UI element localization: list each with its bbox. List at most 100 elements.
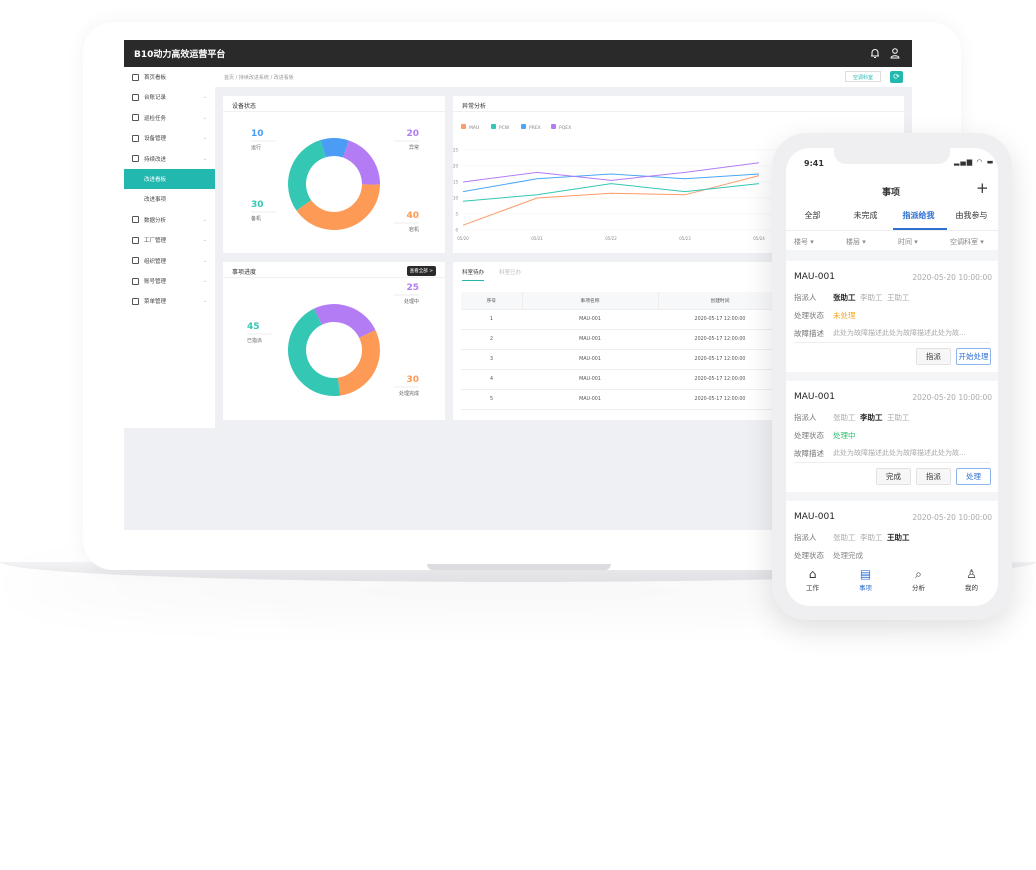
sidebar-item-label: 工厂管理 bbox=[144, 238, 167, 245]
assignee-name: 王助工 bbox=[887, 293, 910, 302]
progress-donut: 25 处理中 30 处理完成 45 已指派 bbox=[247, 283, 419, 397]
donut-slice bbox=[296, 184, 380, 230]
task-action-button[interactable]: 开始处理 bbox=[956, 348, 991, 365]
device-icon bbox=[132, 134, 139, 142]
tab-dept-todo[interactable]: 科室待办 bbox=[462, 268, 485, 281]
slice-label: 宕机 bbox=[409, 226, 419, 233]
assignee-name: 李助工 bbox=[860, 533, 883, 542]
tabbar-item[interactable]: ⌂ 工作 bbox=[786, 561, 839, 592]
device-status-donut: 10 运行 20 异常 40 宕机 30 备机 bbox=[251, 129, 419, 233]
phone-tab[interactable]: 全部 bbox=[804, 211, 821, 220]
dept-button[interactable]: 空调科室 bbox=[845, 71, 882, 82]
x-tick-label: 05/24 bbox=[753, 236, 765, 241]
desc-value: 此处为故障描述此处为故障描述此处为故... bbox=[833, 449, 966, 457]
column-header: 序号 bbox=[461, 292, 523, 310]
sidebar-item[interactable]: 持续改进 ⌄ bbox=[124, 149, 215, 169]
task-time: 2020-05-20 10:00:00 bbox=[912, 513, 992, 522]
y-tick-label: 5 bbox=[455, 212, 458, 217]
tabbar-label: 我的 bbox=[965, 584, 978, 592]
task-action-button[interactable]: 完成 bbox=[876, 468, 911, 485]
sidebar-item-label: 台账记录 bbox=[144, 95, 167, 102]
table-cell: 3 bbox=[461, 349, 522, 370]
laptop-notch bbox=[427, 564, 611, 570]
sidebar-item[interactable]: 首页看板 bbox=[124, 67, 215, 87]
sidebar-item[interactable]: 组织管理 ⌄ bbox=[124, 251, 215, 271]
donut-slice bbox=[343, 140, 380, 185]
task-action-button[interactable]: 指派 bbox=[916, 468, 951, 485]
card-title: 设备状态 bbox=[223, 96, 445, 112]
ledger-icon bbox=[132, 93, 139, 101]
y-tick-label: 0 bbox=[455, 228, 458, 233]
filter-dropdown[interactable]: 时间 ▾ bbox=[898, 238, 918, 246]
sidebar-item[interactable]: 工厂管理 ⌄ bbox=[124, 230, 215, 250]
table-cell: MAU-001 bbox=[522, 389, 658, 410]
status-value: 处理中 bbox=[833, 431, 856, 440]
sidebar-item-label: 巡检任务 bbox=[144, 115, 167, 122]
task-action-button[interactable]: 处理 bbox=[956, 468, 991, 485]
table-cell: MAU-001 bbox=[522, 369, 658, 390]
donut-slice bbox=[337, 329, 380, 396]
donut-slice bbox=[313, 304, 376, 338]
sidebar-item-label: 改进事项 bbox=[144, 197, 167, 204]
slice-value: 45 bbox=[247, 322, 260, 332]
phone-tab[interactable]: 未完成 bbox=[853, 211, 878, 220]
table-cell: 5 bbox=[461, 389, 522, 410]
sidebar-item[interactable]: 数据分析 ⌄ bbox=[124, 210, 215, 230]
assignee-name: 李助工 bbox=[860, 413, 883, 422]
sidebar-item[interactable]: 台账记录 ⌄ bbox=[124, 87, 215, 107]
phone-tab[interactable]: 由我参与 bbox=[955, 211, 988, 220]
assignee-name: 王助工 bbox=[887, 533, 910, 542]
slice-value: 20 bbox=[406, 129, 419, 139]
table-cell: 2020-05-17 12:00:00 bbox=[658, 309, 782, 330]
chevron-down-icon: ⌄ bbox=[202, 114, 207, 121]
chevron-down-icon: ⌄ bbox=[202, 237, 207, 244]
desc-label: 故障描述 bbox=[794, 449, 824, 458]
account-icon bbox=[132, 277, 139, 285]
sidebar: 首页看板 台账记录 ⌄ 巡检任务 ⌄ 设备管理 ⌄ 持续改进 ⌄ 改进看板 改进事项 数据分析 ⌄ 工厂管… bbox=[124, 67, 215, 428]
sidebar-item-label: 设备管理 bbox=[144, 136, 167, 143]
legend-swatch bbox=[461, 124, 466, 129]
filter-dropdown[interactable]: 楼层 ▾ bbox=[846, 238, 866, 246]
bell-icon[interactable] bbox=[869, 47, 881, 59]
slice-value: 30 bbox=[406, 375, 419, 385]
tabbar-item[interactable]: ⌕ 分析 bbox=[892, 561, 945, 592]
view-all-button[interactable]: 查看全部 > bbox=[406, 266, 436, 276]
sidebar-item-label: 改进看板 bbox=[144, 177, 167, 183]
phone-tab[interactable]: 指派给我 bbox=[902, 211, 935, 220]
sidebar-item[interactable]: 账号管理 ⌄ bbox=[124, 271, 215, 291]
sidebar-item[interactable]: 改进看板 bbox=[124, 169, 215, 189]
status-value: 处理完成 bbox=[833, 551, 863, 560]
card-title: 异常分析 bbox=[453, 96, 904, 112]
sidebar-item[interactable]: 巡检任务 ⌄ bbox=[124, 108, 215, 128]
task-action-button[interactable]: 指派 bbox=[916, 348, 951, 365]
status-label: 处理状态 bbox=[794, 551, 824, 560]
y-tick-label: 25 bbox=[453, 148, 458, 153]
table-cell: 2020-05-17 12:00:00 bbox=[658, 329, 782, 350]
sidebar-item[interactable]: 菜单管理 ⌄ bbox=[124, 291, 215, 311]
tab-dept-done[interactable]: 科室已办 bbox=[499, 270, 522, 276]
task-card[interactable]: MAU-001 2020-05-20 10:00:00 指派人 张助工 李助工 王助工 处理… bbox=[786, 501, 998, 571]
table-row[interactable]: 4 MAU-001 2020-05-17 12:00:00 bbox=[461, 369, 901, 390]
sidebar-item[interactable]: 设备管理 ⌄ bbox=[124, 128, 215, 148]
column-header: 创建时间 bbox=[658, 292, 783, 310]
refresh-icon[interactable]: ⟳ bbox=[890, 71, 903, 83]
legend-label: PREX bbox=[529, 125, 541, 131]
donut-slice bbox=[320, 138, 349, 158]
tabbar-item[interactable]: ▤ 事项 bbox=[839, 561, 892, 592]
chevron-down-icon: ⌄ bbox=[202, 135, 207, 142]
task-card[interactable]: MAU-001 2020-05-20 10:00:00 指派人 张助工 李助工 王助工 处理… bbox=[786, 261, 998, 372]
legend-label: PCW bbox=[499, 125, 510, 131]
plus-icon[interactable]: + bbox=[976, 179, 989, 197]
tabbar-label: 工作 bbox=[806, 584, 819, 592]
user-icon[interactable] bbox=[889, 47, 901, 59]
desc-value: 此处为故障描述此处为故障描述此处为故... bbox=[833, 329, 966, 337]
task-card[interactable]: MAU-001 2020-05-20 10:00:00 指派人 张助工 李助工 王助工 处理… bbox=[786, 381, 998, 492]
home-icon bbox=[132, 73, 139, 81]
filter-dropdown[interactable]: 楼号 ▾ bbox=[794, 238, 814, 246]
legend-swatch bbox=[521, 124, 526, 129]
sidebar-item[interactable]: 改进事项 bbox=[124, 189, 215, 209]
filter-dropdown[interactable]: 空调科室 ▾ bbox=[950, 238, 984, 246]
sidebar-item-label: 账号管理 bbox=[144, 279, 167, 285]
tabbar-item[interactable]: ♙ 我的 bbox=[945, 561, 998, 592]
y-tick-label: 20 bbox=[453, 164, 458, 169]
